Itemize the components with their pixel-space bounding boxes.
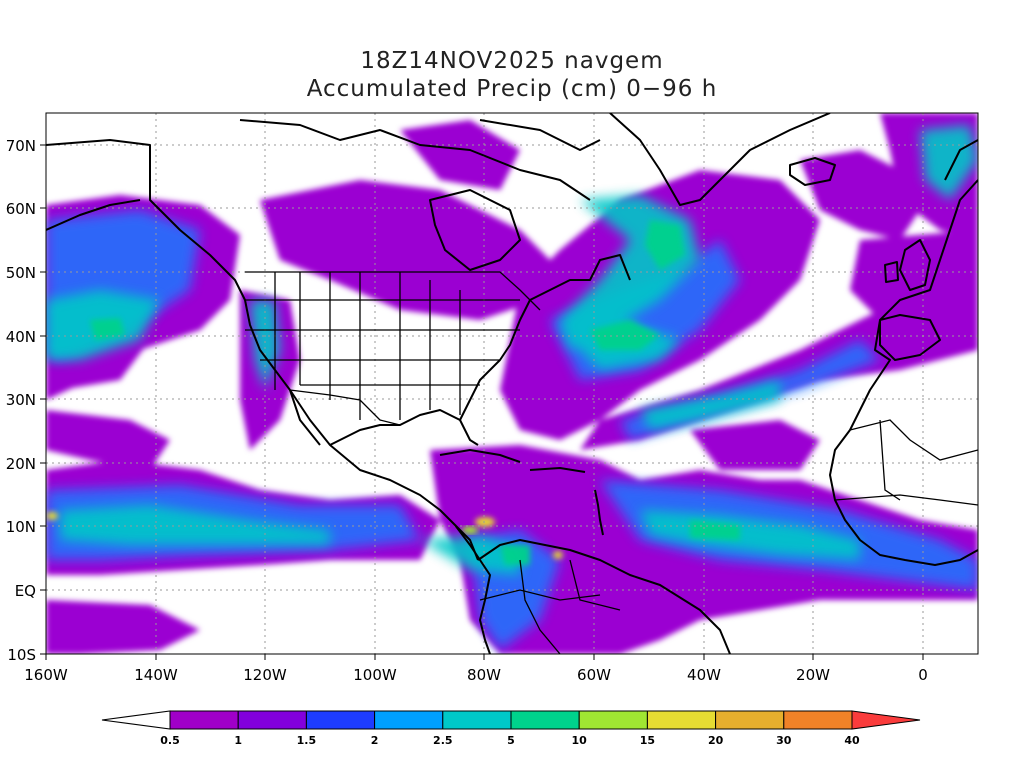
colorbar-segment (374, 710, 444, 730)
map-frame (45, 112, 979, 655)
colorbar-segment (305, 710, 376, 730)
chart-title-line2: Accumulated Precip (cm) 0−96 h (306, 76, 718, 102)
colorbar-over-triangle (851, 710, 921, 730)
lon-label: 20W (796, 666, 830, 684)
colorbar-label: 5 (507, 734, 515, 747)
colorbar-label: 40 (844, 734, 860, 747)
colorbar-label: 30 (776, 734, 792, 747)
colorbar-segment (783, 710, 853, 730)
lat-label: 50N (6, 264, 36, 282)
colorbar-segment (578, 710, 648, 730)
lon-label: 0 (918, 666, 928, 684)
lon-label: 100W (353, 666, 397, 684)
lon-label: 80W (467, 666, 501, 684)
colorbar-label: 2.5 (433, 734, 453, 747)
lat-label: 10N (6, 518, 36, 536)
colorbar-label: 15 (640, 734, 655, 747)
lat-label: EQ (15, 582, 36, 600)
colorbar-label: 0.5 (160, 734, 180, 747)
colorbar-label: 20 (708, 734, 724, 747)
colorbar-segment (442, 710, 512, 730)
colorbar-label: 2 (371, 734, 379, 747)
borders (149, 145, 978, 654)
lon-label: 140W (134, 666, 178, 684)
colorbar-segment (169, 710, 239, 730)
lat-label: 70N (6, 137, 36, 155)
colorbar-label: 1 (234, 734, 242, 747)
chart-title-line1: 18Z14NOV2025 navgem (360, 48, 664, 74)
colorbar-label: 1.5 (297, 734, 317, 747)
lat-axis-labels: 10S EQ 10N 20N 30N 40N 50N 60N 70N (6, 137, 36, 664)
lat-label: 30N (6, 391, 36, 409)
colorbar-segment (715, 710, 785, 730)
colorbar: 0.5 1 1.5 2 2.5 5 10 15 20 30 40 (101, 710, 921, 747)
colorbar-segment (237, 710, 307, 730)
lon-label: 40W (687, 666, 721, 684)
colorbar-under-triangle (101, 710, 171, 730)
map-area (46, 113, 978, 654)
colorbar-segment (510, 710, 580, 730)
lon-label: 120W (243, 666, 287, 684)
lat-label: 40N (6, 328, 36, 346)
lat-label: 10S (7, 646, 36, 664)
colorbar-label: 10 (572, 734, 588, 747)
lon-label: 60W (577, 666, 611, 684)
lon-label: 160W (24, 666, 68, 684)
lon-axis-labels: 160W 140W 120W 100W 80W 60W 40W 20W 0 (24, 666, 928, 684)
lat-label: 20N (6, 455, 36, 473)
colorbar-segment (646, 710, 717, 730)
lat-label: 60N (6, 200, 36, 218)
